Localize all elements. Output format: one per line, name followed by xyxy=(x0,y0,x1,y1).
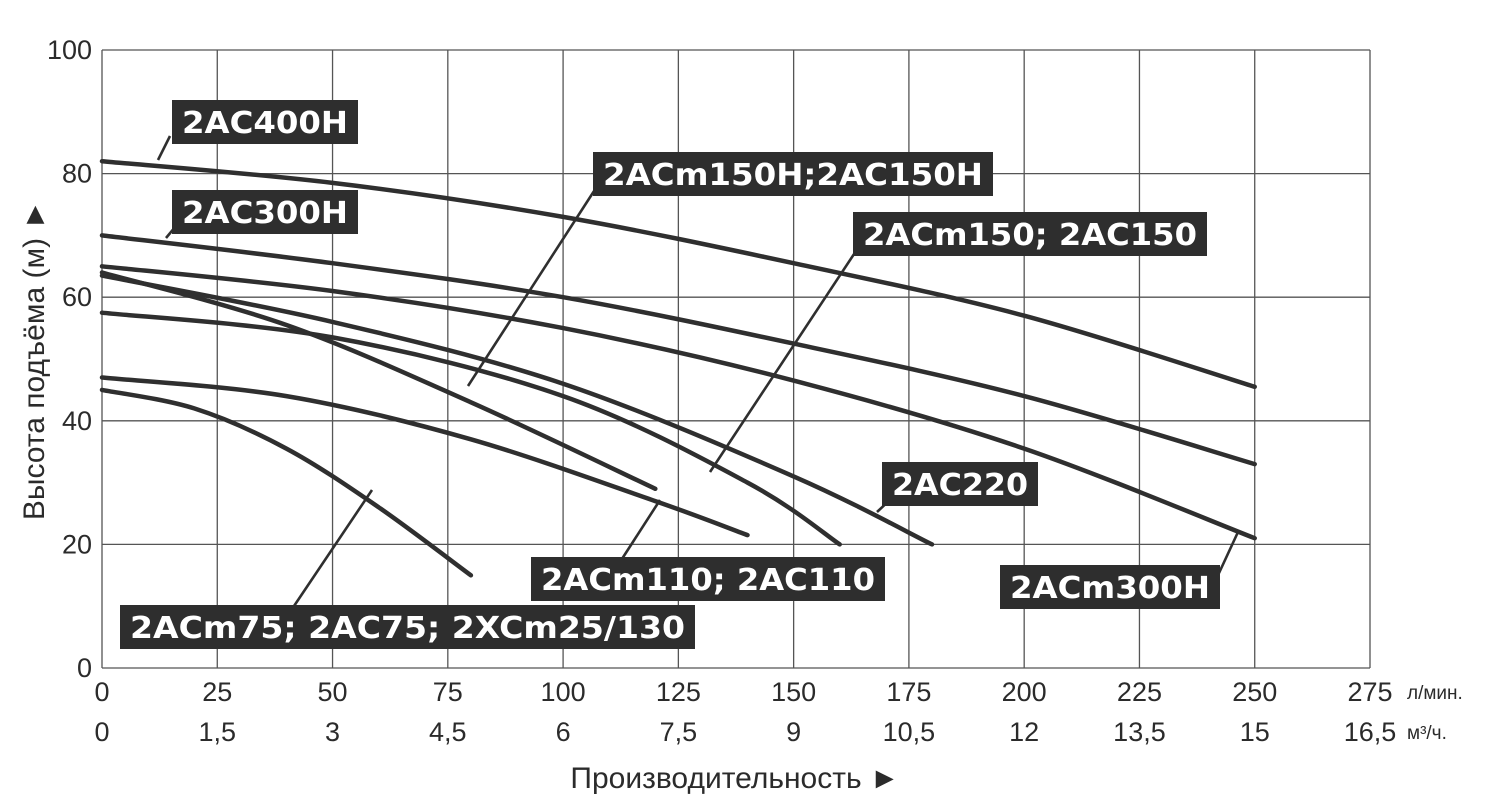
x-tick-label-m3h: 1,5 xyxy=(198,717,236,747)
x-tick-label-lmin: 125 xyxy=(656,677,701,707)
series-label-box xyxy=(1000,565,1220,609)
x-unit-lmin: л/мин. xyxy=(1407,683,1463,704)
series-line xyxy=(99,158,1257,390)
series-line xyxy=(99,387,474,578)
series-labels: 2AC400H 2AC300H 2ACm150H;2AC150H 2ACm150; 2… xyxy=(120,100,1220,649)
series-line xyxy=(99,310,842,547)
x-unit-m3h: м³/ч. xyxy=(1407,723,1447,744)
label-leader-line xyxy=(708,247,860,473)
x-tick-label-lmin: 150 xyxy=(771,677,816,707)
x-tick-label-m3h: 16,5 xyxy=(1344,717,1397,747)
series-label-text: 2ACm150H;2AC150H xyxy=(603,158,983,193)
x-tick-label-lmin: 50 xyxy=(318,677,348,707)
series-label-box xyxy=(172,100,358,144)
y-tick-label: 60 xyxy=(62,282,92,312)
series-label-text: 2ACm300H xyxy=(1010,571,1210,606)
label-leader-line xyxy=(618,499,662,563)
x-tick-label-m3h: 13,5 xyxy=(1113,717,1166,747)
x-tick-label-lmin: 175 xyxy=(886,677,931,707)
x-tick-label-m3h: 12 xyxy=(1009,717,1039,747)
y-tick-label: 80 xyxy=(62,159,92,189)
series-label-text: 2ACm150; 2AC150 xyxy=(863,218,1197,253)
y-tick-label: 40 xyxy=(62,406,92,436)
series-label-box xyxy=(531,557,885,601)
series-label-text: 2ACm110; 2AC110 xyxy=(541,563,875,598)
y-tick-label: 100 xyxy=(47,35,92,65)
y-tick-label: 0 xyxy=(77,653,92,683)
x-tick-label-m3h: 7,5 xyxy=(660,717,698,747)
x-tick-label-m3h: 4,5 xyxy=(429,717,467,747)
series-line xyxy=(99,270,658,492)
series-label-text: 2AC400H xyxy=(182,106,348,141)
series-label-box xyxy=(853,212,1207,256)
y-axis-title: Высота подъёма (м) ► xyxy=(18,200,51,520)
x-tick-label-m3h: 15 xyxy=(1240,717,1270,747)
series-label-box xyxy=(882,462,1038,506)
series-label-box xyxy=(593,152,993,196)
x-tick-label-m3h: 9 xyxy=(786,717,801,747)
x-tick-label-lmin: 25 xyxy=(202,677,232,707)
x-tick-label-lmin: 250 xyxy=(1232,677,1277,707)
series-line xyxy=(99,264,1257,541)
label-leader-line xyxy=(156,135,172,161)
x-tick-label-lmin: 75 xyxy=(433,677,463,707)
series-line xyxy=(99,233,1257,467)
x-tick-label-lmin: 200 xyxy=(1002,677,1047,707)
x-tick-label-lmin: 275 xyxy=(1347,677,1392,707)
x-axis-title: Производительность ► xyxy=(570,762,899,795)
label-leader-line xyxy=(466,187,598,387)
series-line xyxy=(99,375,750,538)
series-label-text: 2ACm75; 2AC75; 2XCm25/130 xyxy=(130,611,685,646)
series-label-box xyxy=(172,190,358,234)
x-tick-label-lmin: 100 xyxy=(541,677,586,707)
x-tick-label-lmin: 0 xyxy=(94,677,109,707)
x-tick-label-m3h: 6 xyxy=(556,717,571,747)
series-label-text: 2AC220 xyxy=(892,468,1028,503)
x-tick-label-m3h: 10,5 xyxy=(883,717,936,747)
x-tick-label-m3h: 0 xyxy=(94,717,109,747)
series-label-text: 2AC300H xyxy=(182,196,348,231)
label-leader-line xyxy=(288,489,374,613)
curves xyxy=(99,158,1257,578)
series-line xyxy=(99,273,935,547)
x-tick-label-m3h: 3 xyxy=(325,717,340,747)
series-label-box xyxy=(120,605,695,649)
x-tick-label-lmin: 225 xyxy=(1117,677,1162,707)
y-tick-label: 20 xyxy=(62,529,92,559)
